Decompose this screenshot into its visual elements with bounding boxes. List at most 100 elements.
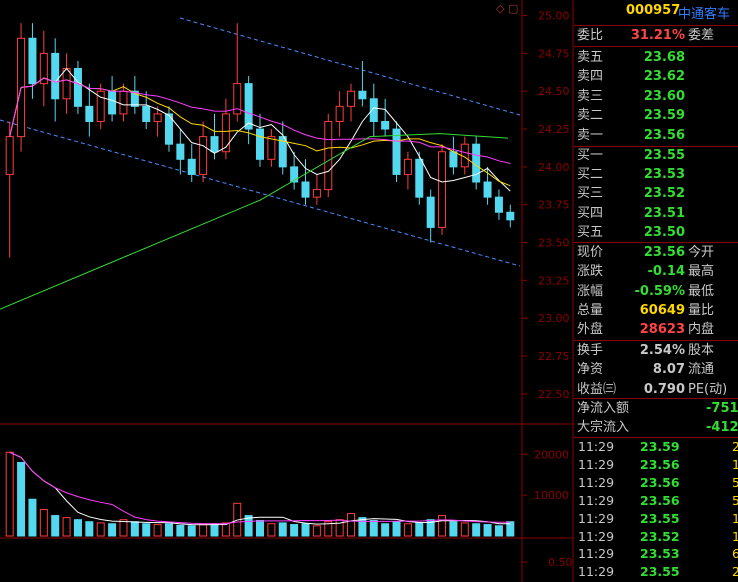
volume-bar: [142, 523, 151, 537]
volume-bar: [39, 508, 48, 537]
ma60-line: [0, 133, 509, 310]
candle-body: [176, 143, 185, 160]
bid-row-label: 买二: [577, 167, 604, 183]
tick-time: 11:29: [578, 439, 615, 454]
volume-bar: [278, 522, 287, 537]
tick-volume: 6: [732, 546, 738, 562]
tick-price: 23.56: [640, 456, 680, 472]
candle-body: [381, 120, 390, 130]
stat-row-label2: 内盘: [688, 322, 715, 338]
volume-ma5-line: [9, 451, 511, 526]
tick-time: 11:29: [578, 528, 615, 544]
fund-row-value: 8.07: [652, 362, 685, 378]
candlestick-chart[interactable]: 25.00 24.75 24.50 24.25 24.00 23.75 23.50 23.25…: [0, 0, 574, 582]
stat-row: 涨幅 -0.59% 最低: [574, 282, 738, 301]
stat-row-label2: 最低: [688, 283, 715, 299]
ask-row-value: 23.59: [643, 108, 685, 124]
stat-row-label2: 最高: [688, 264, 715, 280]
volume-bar: [119, 519, 128, 537]
quote-panel: 000957 中通客车 委比 31.21% 委差 卖五 23.68 卖四 23.62 卖…: [574, 0, 738, 582]
volume-bar: [483, 524, 492, 537]
volume-bar: [130, 521, 139, 537]
fund-row-label: 换手: [577, 343, 604, 358]
tick-row: 11:29 23.59 2: [574, 438, 738, 456]
candle-body: [119, 90, 128, 115]
stat-row-value: -0.14: [647, 264, 685, 280]
tick-volume: 5: [732, 474, 738, 490]
ask-row-label: 卖五: [577, 50, 604, 65]
candle-body: [108, 90, 117, 115]
bid-row: 买二 23.53: [574, 165, 738, 184]
volume-bar: [85, 521, 94, 537]
tick-volume: 1: [732, 456, 738, 472]
volume-bar: [5, 451, 14, 537]
fund-row: 净资 8.07 流通: [574, 360, 738, 379]
candle-body: [233, 83, 242, 115]
stat-row-label: 涨幅: [577, 283, 604, 299]
tick-row: 11:29 23.56 5: [574, 474, 738, 492]
volume-bar: [244, 515, 253, 537]
bid-row-label: 买五: [577, 224, 604, 240]
volume-bar: [108, 523, 117, 537]
stock-name[interactable]: 中通客车: [678, 7, 731, 22]
stock-code: 000957: [626, 3, 681, 18]
bid-row-label: 买四: [577, 205, 604, 221]
tick-time: 11:29: [578, 510, 615, 526]
stat-row-label2: 量比: [688, 302, 715, 318]
stat-row-value: -0.59%: [634, 283, 686, 299]
tick-time: 11:29: [578, 546, 615, 562]
candle-body: [324, 120, 333, 191]
candle-body: [210, 136, 219, 153]
volume-bar: [347, 513, 356, 537]
volume-bar: [324, 521, 333, 537]
candle-body: [415, 158, 424, 198]
candle-body: [73, 68, 82, 107]
bid-row: 买四 23.51: [574, 204, 738, 223]
bid-row-label: 买三: [577, 186, 604, 202]
candle-body: [142, 105, 151, 122]
stat-row: 现价 23.56 今开: [574, 243, 738, 262]
stat-row: 外盘 28623 内盘: [574, 320, 738, 339]
ask-row: 卖一 23.56: [574, 126, 738, 145]
diff-label: 委差: [688, 28, 715, 43]
volume-bar: [17, 461, 26, 537]
chart-toolbar-icons[interactable]: ◇ ▢: [496, 2, 518, 15]
stat-row: 总量 60649 量比: [574, 301, 738, 320]
volume-bar: [381, 523, 390, 537]
fund-row-label: 净资: [577, 362, 604, 378]
candle-body: [358, 90, 367, 100]
ask-row: 卖二 23.59: [574, 106, 738, 125]
bid-row-value: 23.53: [643, 167, 685, 183]
stat-row-value: 60649: [639, 302, 685, 318]
candle-body: [335, 105, 344, 122]
candle-body: [96, 90, 105, 122]
candle-body: [199, 136, 208, 175]
bid-row-value: 23.52: [643, 186, 685, 202]
ma5-line: [9, 67, 511, 192]
volume-tick-label: 10000: [534, 489, 569, 502]
candle-body: [494, 196, 503, 213]
fund-row-value: 2.54%: [639, 343, 685, 358]
stat-row-label2: 今开: [688, 245, 715, 260]
volume-bar: [256, 519, 264, 537]
volume-ma10-line: [9, 451, 511, 525]
ask-row-label: 卖四: [577, 69, 604, 85]
volume-bar: [301, 523, 310, 537]
price-tick-label: 24.75: [538, 47, 570, 60]
candle-body: [153, 113, 162, 122]
volume-bar: [369, 519, 378, 537]
ask-row-label: 卖二: [577, 108, 604, 124]
stat-row: 涨跌 -0.14 最高: [574, 262, 738, 281]
diamond-icon[interactable]: ◇: [496, 2, 505, 15]
flow-value: -412: [706, 420, 738, 435]
volume-bar: [62, 517, 71, 537]
bid-row-label: 买一: [577, 148, 604, 163]
volume-bar: [438, 515, 447, 537]
tick-price: 23.56: [640, 474, 680, 490]
tick-price: 23.56: [640, 492, 680, 508]
ask-row-label: 卖一: [577, 127, 604, 143]
stat-row-label: 涨跌: [577, 264, 604, 280]
maximize-icon[interactable]: ▢: [507, 2, 519, 15]
stat-row-value: 23.56: [643, 245, 685, 260]
candle-body: [256, 128, 264, 160]
